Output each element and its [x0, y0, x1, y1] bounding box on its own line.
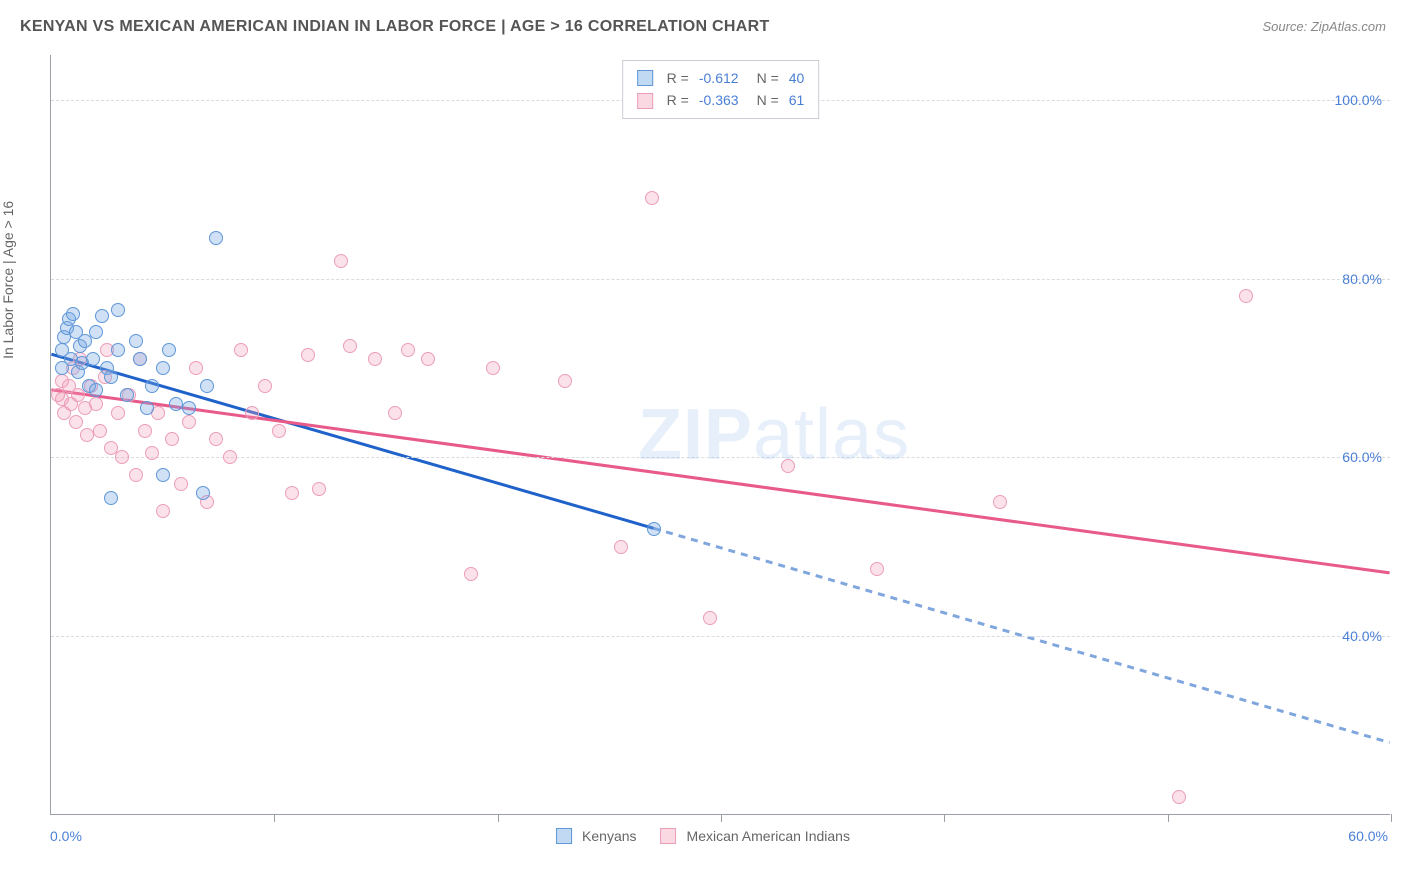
- x-axis-max-label: 60.0%: [1348, 828, 1388, 844]
- n-value-blue: 40: [789, 67, 805, 89]
- gridline: [51, 457, 1390, 458]
- data-point-blue: [111, 303, 125, 317]
- data-point-pink: [301, 348, 315, 362]
- source-label: Source: ZipAtlas.com: [1262, 19, 1386, 34]
- data-point-pink: [421, 352, 435, 366]
- data-point-blue: [129, 334, 143, 348]
- n-value-pink: 61: [789, 89, 805, 111]
- data-point-pink: [258, 379, 272, 393]
- data-point-blue: [104, 370, 118, 384]
- data-point-pink: [781, 459, 795, 473]
- r-value-blue: -0.612: [699, 67, 739, 89]
- xtick: [721, 814, 722, 822]
- data-point-blue: [95, 309, 109, 323]
- data-point-blue: [140, 401, 154, 415]
- data-point-pink: [174, 477, 188, 491]
- data-point-pink: [80, 428, 94, 442]
- swatch-pink-icon: [637, 93, 653, 109]
- data-point-pink: [368, 352, 382, 366]
- data-point-pink: [89, 397, 103, 411]
- data-point-pink: [145, 446, 159, 460]
- data-point-blue: [133, 352, 147, 366]
- data-point-pink: [234, 343, 248, 357]
- data-point-pink: [115, 450, 129, 464]
- data-point-blue: [169, 397, 183, 411]
- data-point-pink: [189, 361, 203, 375]
- gridline: [51, 279, 1390, 280]
- data-point-blue: [156, 361, 170, 375]
- data-point-pink: [209, 432, 223, 446]
- data-point-pink: [285, 486, 299, 500]
- data-point-blue: [89, 383, 103, 397]
- data-point-pink: [464, 567, 478, 581]
- data-point-blue: [66, 307, 80, 321]
- legend-row-pink: R = -0.363 N = 61: [637, 89, 805, 111]
- data-point-blue: [182, 401, 196, 415]
- data-point-pink: [334, 254, 348, 268]
- data-point-pink: [69, 415, 83, 429]
- data-point-pink: [993, 495, 1007, 509]
- data-point-pink: [343, 339, 357, 353]
- swatch-blue-icon: [556, 828, 572, 844]
- r-value-pink: -0.363: [699, 89, 739, 111]
- data-point-pink: [245, 406, 259, 420]
- xtick: [274, 814, 275, 822]
- chart-title: KENYAN VS MEXICAN AMERICAN INDIAN IN LAB…: [20, 18, 770, 36]
- ytick-label: 60.0%: [1342, 449, 1382, 465]
- data-point-pink: [703, 611, 717, 625]
- data-point-blue: [647, 522, 661, 536]
- data-point-pink: [558, 374, 572, 388]
- data-point-pink: [223, 450, 237, 464]
- data-point-pink: [272, 424, 286, 438]
- data-point-blue: [86, 352, 100, 366]
- legend-item-kenyans: Kenyans: [556, 828, 636, 844]
- data-point-pink: [93, 424, 107, 438]
- ytick-label: 100.0%: [1335, 92, 1382, 108]
- data-point-pink: [645, 191, 659, 205]
- trend-lines: [51, 55, 1390, 814]
- chart-header: KENYAN VS MEXICAN AMERICAN INDIAN IN LAB…: [20, 18, 1386, 36]
- data-point-blue: [104, 491, 118, 505]
- data-point-blue: [209, 231, 223, 245]
- swatch-blue-icon: [637, 70, 653, 86]
- data-point-pink: [1172, 790, 1186, 804]
- data-point-blue: [111, 343, 125, 357]
- xtick: [1168, 814, 1169, 822]
- ytick-label: 40.0%: [1342, 628, 1382, 644]
- y-axis-label: In Labor Force | Age > 16: [0, 201, 16, 359]
- data-point-pink: [156, 504, 170, 518]
- data-point-blue: [145, 379, 159, 393]
- data-point-pink: [129, 468, 143, 482]
- swatch-pink-icon: [661, 828, 677, 844]
- watermark: ZIPatlas: [638, 394, 910, 476]
- data-point-pink: [111, 406, 125, 420]
- data-point-pink: [312, 482, 326, 496]
- data-point-pink: [1239, 289, 1253, 303]
- correlation-legend: R = -0.612 N = 40 R = -0.363 N = 61: [622, 60, 820, 119]
- legend-row-blue: R = -0.612 N = 40: [637, 67, 805, 89]
- data-point-blue: [156, 468, 170, 482]
- data-point-pink: [388, 406, 402, 420]
- gridline: [51, 636, 1390, 637]
- x-axis-min-label: 0.0%: [50, 828, 82, 844]
- scatter-chart: ZIPatlas R = -0.612 N = 40 R = -0.363 N …: [50, 55, 1390, 815]
- data-point-blue: [200, 379, 214, 393]
- data-point-blue: [89, 325, 103, 339]
- data-point-blue: [120, 388, 134, 402]
- data-point-pink: [870, 562, 884, 576]
- data-point-pink: [182, 415, 196, 429]
- data-point-pink: [138, 424, 152, 438]
- data-point-pink: [486, 361, 500, 375]
- xtick: [498, 814, 499, 822]
- ytick-label: 80.0%: [1342, 271, 1382, 287]
- series-legend: Kenyans Mexican American Indians: [556, 828, 850, 844]
- xtick: [1391, 814, 1392, 822]
- data-point-blue: [162, 343, 176, 357]
- data-point-pink: [614, 540, 628, 554]
- legend-item-mexican: Mexican American Indians: [661, 828, 850, 844]
- data-point-pink: [165, 432, 179, 446]
- data-point-blue: [196, 486, 210, 500]
- xtick: [944, 814, 945, 822]
- data-point-pink: [401, 343, 415, 357]
